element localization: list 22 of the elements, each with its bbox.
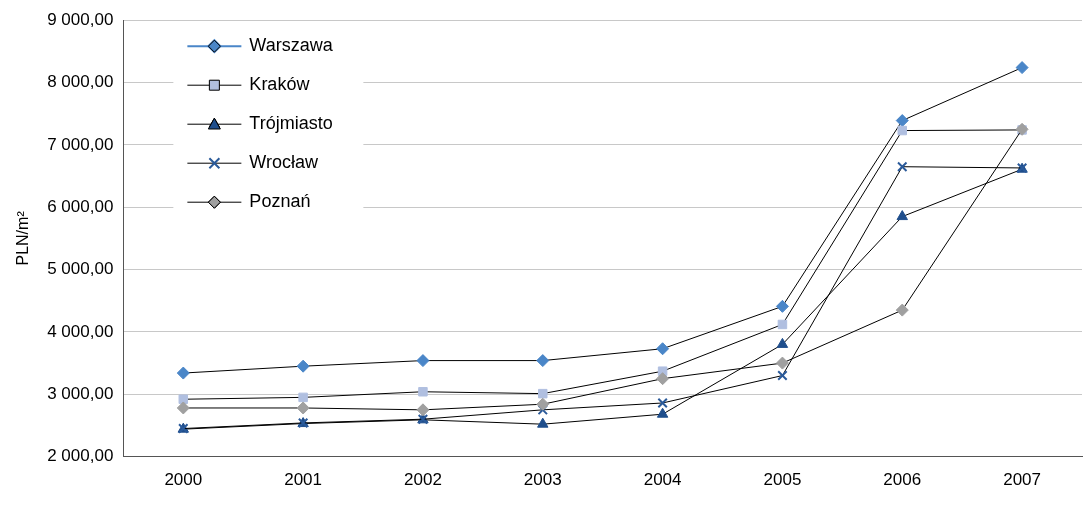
- legend-label: Poznań: [249, 191, 311, 212]
- y-tick-label: 3 000,00: [47, 383, 114, 403]
- x-tick-label: 2000: [164, 470, 203, 490]
- y-tick-label: 5 000,00: [47, 259, 114, 279]
- legend-label: Warszawa: [249, 35, 334, 56]
- legend-label: Trójmiasto: [249, 113, 333, 134]
- y-tick-label: 4 000,00: [47, 321, 114, 341]
- legend-label: Wrocław: [249, 152, 320, 173]
- y-axis-title: PLN/m²: [14, 210, 32, 266]
- x-tick-label: 2006: [883, 470, 922, 490]
- x-tick-label: 2004: [643, 470, 682, 490]
- x-tick-label: 2001: [284, 470, 323, 490]
- x-tick-label: 2002: [404, 470, 442, 490]
- y-tick-label: 7 000,00: [47, 134, 114, 154]
- x-tick-label: 2003: [523, 470, 562, 490]
- y-tick-label: 2 000,00: [47, 446, 114, 466]
- y-tick-label: 6 000,00: [47, 196, 114, 216]
- y-tick-label: 8 000,00: [47, 72, 114, 92]
- x-tick-label: 2005: [763, 470, 802, 490]
- y-tick-label: 9 000,00: [47, 9, 114, 29]
- x-tick-label: 2007: [1003, 470, 1041, 490]
- legend-label: Kraków: [249, 74, 311, 95]
